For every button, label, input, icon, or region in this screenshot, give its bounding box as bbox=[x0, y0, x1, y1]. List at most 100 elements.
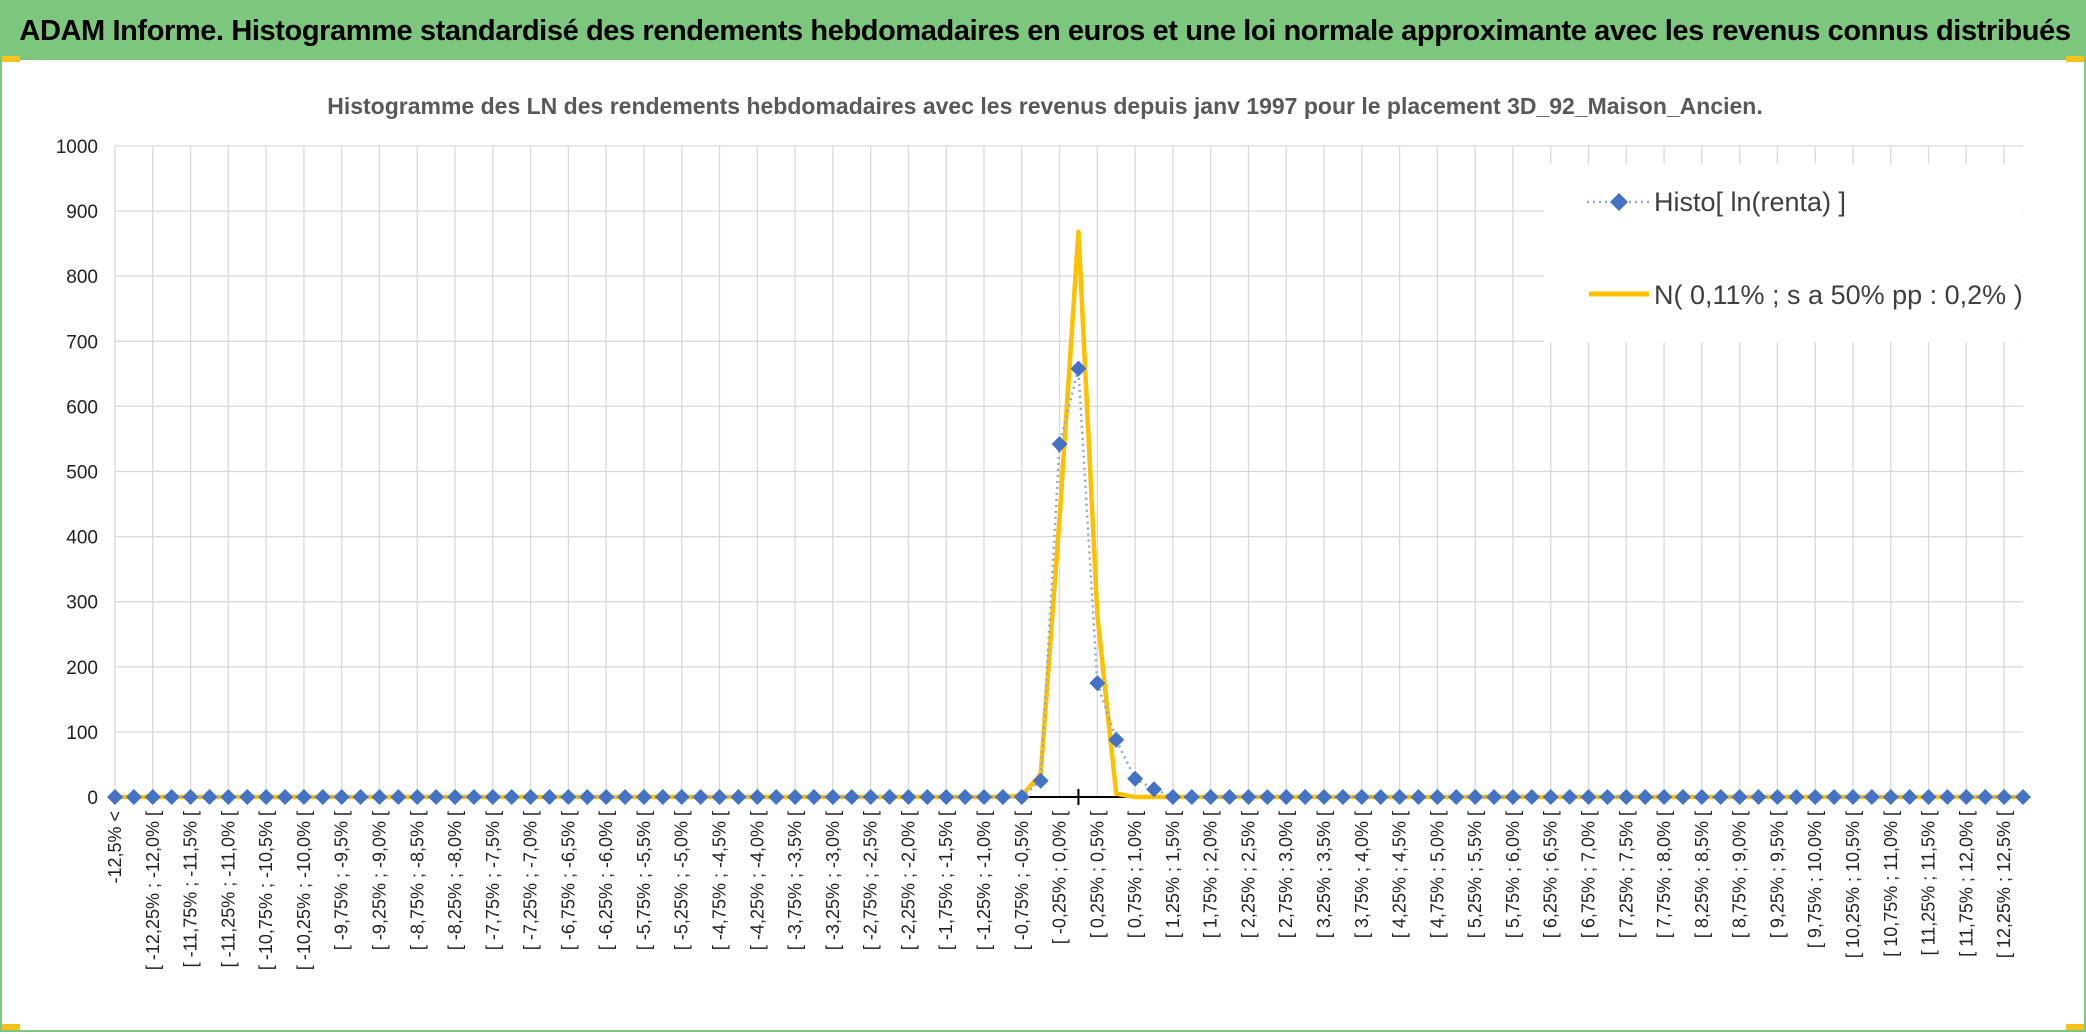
histogram-point bbox=[107, 789, 123, 805]
x-tick-label: [ -7,25% ; -7,0% [ bbox=[521, 811, 541, 950]
histogram-point bbox=[579, 789, 596, 805]
histogram-point bbox=[1826, 789, 1843, 805]
histogram-point bbox=[1769, 789, 1786, 805]
histogram-point bbox=[1467, 789, 1484, 805]
corner-accent-top-left bbox=[2, 56, 20, 62]
histogram-point bbox=[1070, 360, 1087, 377]
histogram-point bbox=[1844, 789, 1861, 805]
histogram-point bbox=[1013, 789, 1030, 805]
histogram-point bbox=[598, 789, 615, 805]
histogram-point bbox=[1429, 789, 1446, 805]
histogram-point bbox=[805, 789, 822, 805]
histogram-point bbox=[503, 789, 520, 805]
x-tick-label: [ 1,25% ; 1,5% [ bbox=[1163, 811, 1183, 938]
x-tick-label: [ -5,25% ; -5,0% [ bbox=[672, 811, 692, 950]
histogram-point bbox=[1146, 781, 1163, 798]
legend-normal-label: N( 0,11% ; s a 50% pp : 0,2% ) bbox=[1654, 280, 2023, 310]
corner-accent-bottom-right bbox=[2066, 1024, 2084, 1030]
histogram-point bbox=[220, 789, 237, 805]
histogram-point bbox=[843, 789, 860, 805]
legend: Histo[ ln(renta) ] N( 0,11% ; s a 50% pp … bbox=[1544, 164, 2023, 342]
histogram-point bbox=[258, 789, 275, 805]
histogram-point bbox=[1297, 789, 1314, 805]
y-tick-label: 600 bbox=[66, 397, 98, 418]
histogram-point bbox=[787, 789, 804, 805]
x-tick-label: [ -8,75% ; -8,5% [ bbox=[407, 811, 427, 950]
histogram-point bbox=[1051, 436, 1068, 453]
x-tick-label: [ 12,25% ; 12,5% [ bbox=[1994, 811, 2014, 958]
histogram-point bbox=[295, 789, 312, 805]
chart-title: Histogramme des LN des rendements hebdom… bbox=[327, 93, 1763, 119]
histogram-point bbox=[409, 789, 426, 805]
histogram-point bbox=[881, 789, 898, 805]
histogram-point bbox=[2015, 789, 2031, 805]
x-tick-label: [ -6,25% ; -6,0% [ bbox=[596, 811, 616, 950]
histogram-point bbox=[541, 789, 558, 805]
histogram-point bbox=[1334, 789, 1351, 805]
x-tick-label: [ 0,25% ; 0,5% [ bbox=[1087, 811, 1107, 938]
x-tick-label: [ -6,75% ; -6,5% [ bbox=[558, 811, 578, 950]
histogram-point bbox=[1618, 789, 1635, 805]
histogram-point bbox=[1504, 789, 1521, 805]
histogram-point bbox=[465, 789, 482, 805]
legend-histogram-marker bbox=[1610, 193, 1628, 211]
x-tick-label: [ -2,25% ; -2,0% [ bbox=[898, 811, 918, 950]
y-tick-label: 700 bbox=[66, 332, 98, 353]
x-tick-label: [ -0,25% ; 0,0% [ bbox=[1050, 811, 1070, 944]
x-tick-label: [ 3,75% ; 4,0% [ bbox=[1352, 811, 1372, 938]
y-tick-label: 100 bbox=[66, 723, 98, 744]
y-axis-ticks: 0 100 200 300 400 500 600 700 800 900 1000 bbox=[56, 137, 98, 809]
histogram-point bbox=[1127, 770, 1144, 787]
histogram-point bbox=[1637, 789, 1654, 805]
histogram-point bbox=[1372, 789, 1389, 805]
x-tick-label: [ -9,25% ; -9,0% [ bbox=[369, 811, 389, 950]
histogram-point bbox=[1183, 789, 1200, 805]
report-title: ADAM Informe. Histogramme standardisé de… bbox=[19, 14, 2071, 47]
x-tick-label: [ -1,75% ; -1,5% [ bbox=[936, 811, 956, 950]
histogram-point bbox=[1996, 789, 2013, 805]
x-tick-label: [ 7,25% ; 7,5% [ bbox=[1616, 811, 1636, 938]
histogram-point bbox=[975, 789, 992, 805]
x-tick-label: [ -5,75% ; -5,5% [ bbox=[634, 811, 654, 950]
x-tick-label: [ 6,25% ; 6,5% [ bbox=[1541, 811, 1561, 938]
x-tick-label: [ 1,75% ; 2,0% [ bbox=[1201, 811, 1221, 938]
histogram-point bbox=[371, 789, 388, 805]
histogram-point bbox=[522, 789, 539, 805]
x-tick-label: [ -4,25% ; -4,0% [ bbox=[747, 811, 767, 950]
y-tick-label: 0 bbox=[87, 788, 98, 809]
y-tick-label: 800 bbox=[66, 267, 98, 288]
x-tick-label: [ 4,25% ; 4,5% [ bbox=[1390, 811, 1410, 938]
x-tick-label: [ 7,75% ; 8,0% [ bbox=[1654, 811, 1674, 938]
histogram-point bbox=[1939, 789, 1956, 805]
histogram-point bbox=[673, 789, 690, 805]
x-tick-label: [ 5,25% ; 5,5% [ bbox=[1465, 811, 1485, 938]
histogram-point bbox=[919, 789, 936, 805]
x-tick-label: [ 9,25% ; 9,5% [ bbox=[1767, 811, 1787, 938]
histogram-point bbox=[1958, 789, 1975, 805]
histogram-point bbox=[314, 789, 331, 805]
x-tick-label: -12,5% < bbox=[105, 811, 125, 884]
x-tick-label: [ 2,75% ; 3,0% [ bbox=[1276, 811, 1296, 938]
x-tick-label: [ 3,25% ; 3,5% [ bbox=[1314, 811, 1334, 938]
y-tick-label: 200 bbox=[66, 658, 98, 679]
histogram-point bbox=[1486, 789, 1503, 805]
x-tick-label: [ -1,25% ; -1,0% [ bbox=[974, 811, 994, 950]
histogram-point bbox=[1882, 789, 1899, 805]
x-tick-label: [ 11,75% ; 12,0% [ bbox=[1956, 811, 1976, 957]
histogram-point bbox=[862, 789, 879, 805]
histogram-point bbox=[1089, 675, 1106, 692]
histogram-point bbox=[1674, 789, 1691, 805]
histogram-point bbox=[560, 789, 577, 805]
histogram-point bbox=[1164, 789, 1181, 805]
x-tick-label: [ -8,25% ; -8,0% [ bbox=[445, 811, 465, 950]
x-tick-label: [ -3,75% ; -3,5% [ bbox=[785, 811, 805, 950]
histogram-point bbox=[1788, 789, 1805, 805]
histogram-point bbox=[333, 789, 350, 805]
histogram-point bbox=[1920, 789, 1937, 805]
x-tick-label: [ 6,75% ; 7,0% [ bbox=[1579, 811, 1599, 938]
x-tick-label: [ -9,75% ; -9,5% [ bbox=[332, 811, 352, 950]
histogram-point bbox=[1221, 789, 1238, 805]
histogram-point bbox=[635, 789, 652, 805]
